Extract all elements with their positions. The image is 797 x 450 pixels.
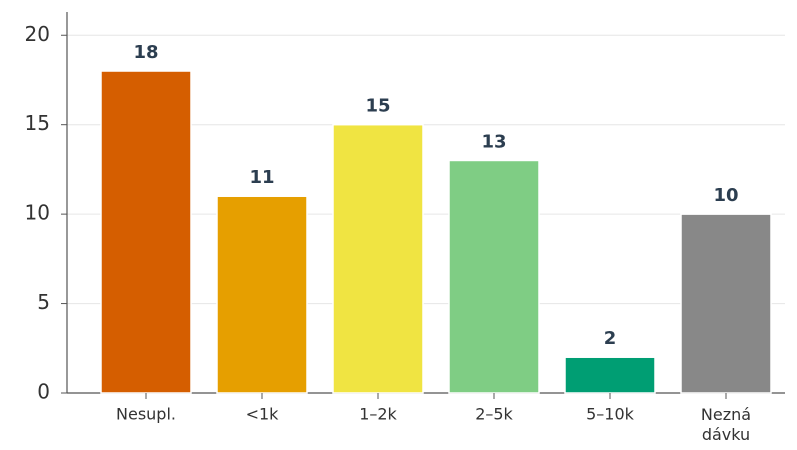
x-tick-label: <1k xyxy=(246,405,280,424)
y-tick-label: 0 xyxy=(37,380,50,404)
bar xyxy=(564,356,656,394)
bar xyxy=(216,195,308,394)
bar xyxy=(448,159,540,394)
x-tick-label: Nesupl. xyxy=(116,405,176,424)
x-tick-label: 1–2k xyxy=(359,405,397,424)
y-tick-label: 10 xyxy=(25,201,50,225)
x-tick-label: 2–5k xyxy=(475,405,513,424)
x-tick-label: 5–10k xyxy=(586,405,635,424)
y-tick-label: 5 xyxy=(37,290,50,314)
data-label: 18 xyxy=(133,42,158,63)
data-label: 15 xyxy=(365,96,390,117)
bar xyxy=(680,213,772,394)
y-tick-label: 15 xyxy=(25,111,50,135)
bar xyxy=(332,123,424,394)
x-tick-label: Nezná dávku xyxy=(701,405,751,444)
data-label: 10 xyxy=(713,185,738,206)
y-tick-label: 20 xyxy=(25,22,50,46)
data-label: 2 xyxy=(604,328,617,349)
data-label: 13 xyxy=(481,131,506,152)
data-label: 11 xyxy=(249,167,274,188)
bar xyxy=(100,70,192,394)
